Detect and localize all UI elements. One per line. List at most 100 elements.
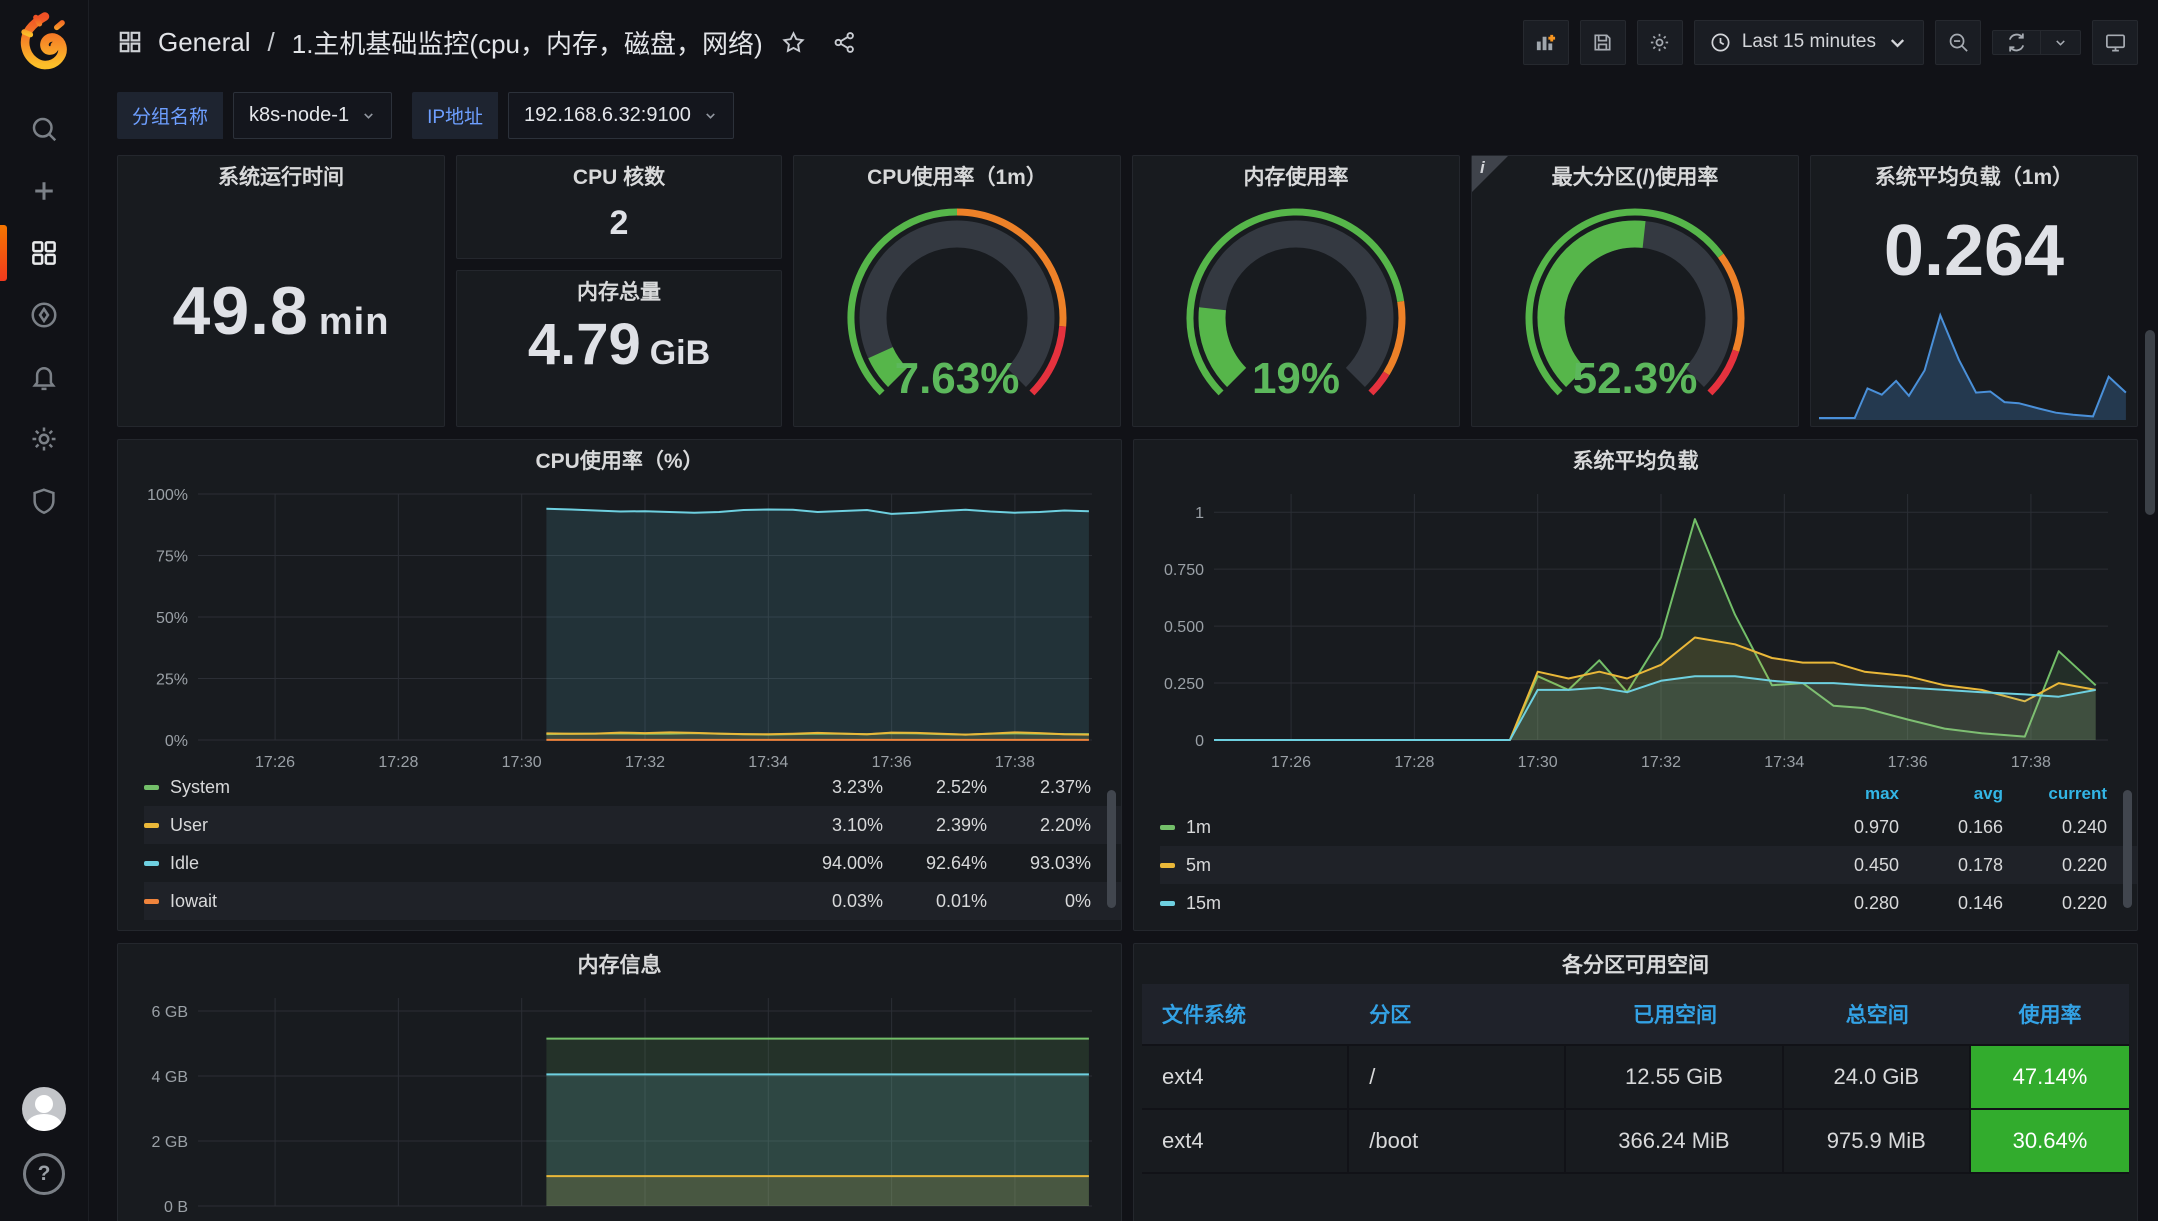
sidebar: ?: [0, 0, 89, 1221]
panel-title[interactable]: CPU 核数: [572, 166, 666, 189]
col-header-usage[interactable]: 使用率: [2018, 1004, 2082, 1027]
chevron-down-icon: [364, 113, 373, 119]
legend-scrollbar[interactable]: [2123, 790, 2132, 908]
panel-title[interactable]: 系统平均负载（1m）: [1874, 166, 2074, 189]
load-stat-value: 0.264: [1883, 211, 2065, 291]
load-sparkline: [1819, 312, 2127, 420]
panel-title[interactable]: 系统运行时间: [218, 166, 344, 189]
legend-sort-current[interactable]: current: [2048, 784, 2107, 803]
zoom-out-button[interactable]: [1935, 19, 1981, 65]
load-legend: max avg current 1m 0.970 0.166 0.240: [1134, 780, 2137, 930]
variables-row: 分组名称 k8s-node-1 IP地址 192.168.6.32:9100: [89, 84, 2158, 155]
title-actions: [781, 30, 857, 55]
sidebar-configuration-icon[interactable]: [0, 408, 88, 470]
dashboard-settings-button[interactable]: [1636, 19, 1683, 65]
table-row: ext4 /boot 366.24 MiB 975.9 MiB 30.64%: [1142, 1110, 2129, 1174]
load-plot[interactable]: 17:26 17:28 17:30 17:32 17:34 17:36 17:38 0 0.25…: [1134, 480, 2124, 780]
clock-icon: [1711, 32, 1730, 52]
svg-text:17:32: 17:32: [625, 754, 665, 771]
panel-title[interactable]: 各分区可用空间: [1562, 954, 1709, 977]
legend-label[interactable]: Iowait: [170, 890, 218, 911]
timeseries-row: CPU使用率（%） 17:26 17:28 17:30 17:32 17:34 17:36…: [117, 439, 2138, 931]
help-icon[interactable]: ?: [23, 1153, 65, 1195]
panel-load-stat: 系统平均负载（1m） 0.264: [1810, 155, 2138, 427]
panel-title[interactable]: 系统平均负载: [1572, 450, 1699, 473]
panel-title[interactable]: 内存使用率: [1243, 166, 1349, 189]
sidebar-alerting-icon[interactable]: [0, 346, 88, 408]
ip-variable-label: IP地址: [412, 92, 499, 139]
page-title[interactable]: 1.主机基础监控(cpu，内存，磁盘，网络): [291, 28, 763, 59]
chevron-down-icon: [1890, 38, 1905, 47]
sidebar-admin-icon[interactable]: [0, 470, 88, 532]
svg-text:17:36: 17:36: [872, 754, 912, 771]
sidebar-explore-icon[interactable]: [0, 284, 88, 346]
cpu-usage-plot[interactable]: 17:26 17:28 17:30 17:32 17:34 17:36 17:38 0% 25%…: [118, 480, 1108, 780]
legend-value: 0.970: [1853, 816, 1899, 837]
svg-text:17:32: 17:32: [1641, 754, 1681, 771]
legend-label[interactable]: 1m: [1186, 816, 1212, 837]
legend-label[interactable]: Idle: [170, 852, 200, 873]
panel-title[interactable]: 内存总量: [577, 281, 661, 304]
svg-text:17:26: 17:26: [1271, 754, 1311, 771]
cell-total: 24.0 GiB: [1784, 1046, 1972, 1108]
legend-value: 0.166: [1957, 816, 2003, 837]
col-header-mount[interactable]: 分区: [1369, 1004, 1412, 1027]
panel-memory-gauge: 内存使用率 19%: [1132, 155, 1460, 427]
col-header-used[interactable]: 已用空间: [1632, 1004, 1717, 1027]
panel-title[interactable]: CPU使用率（1m）: [867, 166, 1047, 189]
navbar-toolbar: Last 15 minutes: [1522, 19, 2138, 65]
legend-value: 0.220: [2061, 854, 2107, 875]
save-dashboard-button[interactable]: [1579, 19, 1626, 65]
legend-row: Idle 94.00% 92.64% 93.03%: [144, 844, 1121, 882]
sidebar-create-icon[interactable]: [0, 160, 88, 222]
panel-title[interactable]: 内存信息: [577, 954, 662, 977]
uptime-value: 49.8 min: [172, 273, 390, 349]
refresh-button[interactable]: [1993, 31, 2040, 54]
legend-sort-avg[interactable]: avg: [1973, 784, 2003, 803]
user-avatar[interactable]: [22, 1087, 66, 1131]
legend-header: max avg current: [1160, 780, 2137, 808]
legend-label[interactable]: 5m: [1186, 854, 1212, 875]
cell-used: 12.55 GiB: [1566, 1046, 1784, 1108]
series-swatch: [1160, 900, 1175, 906]
sidebar-search-icon[interactable]: [0, 98, 88, 160]
legend-value: 2.39%: [935, 814, 987, 835]
col-header-total[interactable]: 总空间: [1845, 1004, 1909, 1027]
partition-usage-gauge: 52.3%: [1472, 196, 1798, 426]
legend-value: 3.10%: [831, 814, 883, 835]
ip-variable-dropdown[interactable]: 192.168.6.32:9100: [508, 92, 734, 139]
star-icon[interactable]: [781, 30, 806, 55]
time-range-picker[interactable]: Last 15 minutes: [1693, 19, 1924, 65]
panel-partition-gauge: i 最大分区(/)使用率 52.3%: [1471, 155, 1799, 427]
legend-scrollbar[interactable]: [1107, 790, 1116, 908]
dashboard-grid: 系统运行时间 49.8 min CPU 核数 2 内存总量 4.79 GiB: [89, 155, 2158, 1221]
cell-mount: /boot: [1349, 1110, 1567, 1172]
col-header-filesystem[interactable]: 文件系统: [1162, 1004, 1246, 1027]
group-variable-dropdown[interactable]: k8s-node-1: [233, 92, 393, 139]
share-icon[interactable]: [832, 30, 857, 55]
legend-label[interactable]: 15m: [1186, 892, 1222, 913]
sidebar-dashboards-icon[interactable]: [0, 222, 88, 284]
panel-info-corner[interactable]: [1472, 156, 1508, 192]
grafana-logo[interactable]: [13, 10, 75, 72]
svg-text:17:28: 17:28: [1394, 754, 1434, 771]
svg-text:100%: 100%: [147, 487, 188, 504]
panel-title[interactable]: CPU使用率（%）: [535, 450, 704, 473]
legend-value: 0.01%: [935, 890, 987, 911]
legend-label[interactable]: User: [170, 814, 209, 835]
cell-filesystem: ext4: [1142, 1110, 1350, 1172]
legend-sort-max[interactable]: max: [1864, 784, 1899, 803]
legend-label[interactable]: System: [170, 780, 231, 797]
memory-usage-gauge: 19%: [1133, 196, 1459, 426]
page-scrollbar[interactable]: [2145, 330, 2155, 515]
cycle-view-button[interactable]: [2092, 19, 2138, 65]
panel-title[interactable]: 最大分区(/)使用率: [1551, 166, 1719, 189]
legend-value: 0.280: [1853, 892, 1899, 913]
refresh-interval-dropdown[interactable]: [2040, 30, 2080, 54]
refresh-button-group: [1992, 29, 2081, 55]
add-panel-button[interactable]: [1522, 19, 1569, 65]
breadcrumb-section[interactable]: General: [158, 26, 251, 57]
svg-text:75%: 75%: [156, 549, 188, 566]
partition-table: 文件系统 分区 已用空间 总空间 使用率 ext4 / 12.55 GiB 24…: [1134, 984, 2137, 1221]
